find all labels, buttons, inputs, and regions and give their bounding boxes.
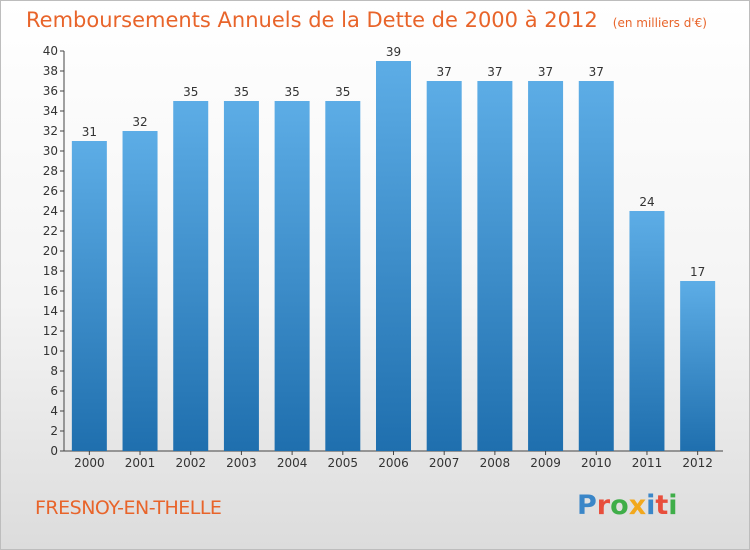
y-tick-label: 0	[50, 444, 58, 458]
data-label-2008: 37	[487, 65, 502, 79]
bar-2007	[426, 81, 462, 451]
logo-letter: t	[655, 490, 669, 521]
bar-2003	[223, 101, 259, 451]
data-label-2003: 35	[234, 85, 249, 99]
bar-2001	[122, 131, 158, 451]
bar-2002	[173, 101, 209, 451]
y-tick-label: 32	[43, 124, 58, 138]
y-tick-label: 28	[43, 164, 58, 178]
chart-unit: (en milliers d'€)	[612, 16, 707, 30]
y-tick-label: 24	[43, 204, 58, 218]
bar-2000	[71, 141, 107, 451]
data-label-2010: 37	[589, 65, 604, 79]
data-label-2007: 37	[437, 65, 452, 79]
x-tick-label-2000: 2000	[74, 456, 105, 470]
y-tick-label: 8	[50, 364, 58, 378]
x-tick-label-2007: 2007	[429, 456, 460, 470]
x-tick-label-2004: 2004	[277, 456, 308, 470]
bar-2010	[578, 81, 614, 451]
y-tick-label: 36	[43, 84, 58, 98]
y-tick-label: 30	[43, 144, 58, 158]
x-tick-label-2009: 2009	[530, 456, 561, 470]
y-tick-label: 4	[50, 404, 58, 418]
data-label-2006: 39	[386, 45, 401, 59]
logo-letter: x	[628, 490, 647, 521]
bar-2011	[629, 211, 665, 451]
bar-2009	[528, 81, 564, 451]
bar-2005	[325, 101, 361, 451]
proxiti-logo: Proxiti	[577, 490, 678, 521]
data-label-2011: 24	[639, 195, 654, 209]
x-tick-label-2003: 2003	[226, 456, 257, 470]
x-tick-label-2002: 2002	[175, 456, 206, 470]
y-tick-label: 40	[43, 44, 58, 58]
bar-2008	[477, 81, 513, 451]
commune-name: FRESNOY-EN-THELLE	[35, 497, 222, 519]
bar-2012	[680, 281, 716, 451]
chart-title-row: Remboursements Annuels de la Dette de 20…	[26, 8, 707, 32]
logo-letter: o	[610, 490, 629, 521]
chart-title: Remboursements Annuels de la Dette de 20…	[26, 8, 598, 32]
logo-letter: i	[646, 490, 656, 521]
y-tick-label: 12	[43, 324, 58, 338]
bar-2004	[274, 101, 310, 451]
data-label-2002: 35	[183, 85, 198, 99]
x-tick-label-2001: 2001	[125, 456, 156, 470]
y-tick-label: 18	[43, 264, 58, 278]
logo-letter: P	[577, 490, 597, 521]
y-tick-label: 10	[43, 344, 58, 358]
data-label-2001: 32	[132, 115, 147, 129]
x-tick-label-2005: 2005	[328, 456, 359, 470]
x-tick-label-2010: 2010	[581, 456, 612, 470]
y-tick-label: 38	[43, 64, 58, 78]
y-tick-label: 2	[50, 424, 58, 438]
data-label-2005: 35	[335, 85, 350, 99]
y-tick-label: 20	[43, 244, 58, 258]
data-label-2012: 17	[690, 265, 705, 279]
data-label-2004: 35	[284, 85, 299, 99]
y-tick-label: 16	[43, 284, 58, 298]
bar-2006	[376, 61, 411, 451]
data-label-2009: 37	[538, 65, 553, 79]
y-tick-label: 34	[43, 104, 58, 118]
x-tick-label-2011: 2011	[632, 456, 663, 470]
y-tick-label: 26	[43, 184, 58, 198]
logo-letter: i	[668, 490, 678, 521]
logo-letter: r	[596, 490, 611, 521]
x-tick-label-2008: 2008	[480, 456, 511, 470]
y-tick-label: 6	[50, 384, 58, 398]
data-label-2000: 31	[82, 125, 97, 139]
y-tick-label: 14	[43, 304, 58, 318]
x-tick-label-2006: 2006	[378, 456, 409, 470]
y-tick-label: 22	[43, 224, 58, 238]
x-tick-label-2012: 2012	[682, 456, 713, 470]
